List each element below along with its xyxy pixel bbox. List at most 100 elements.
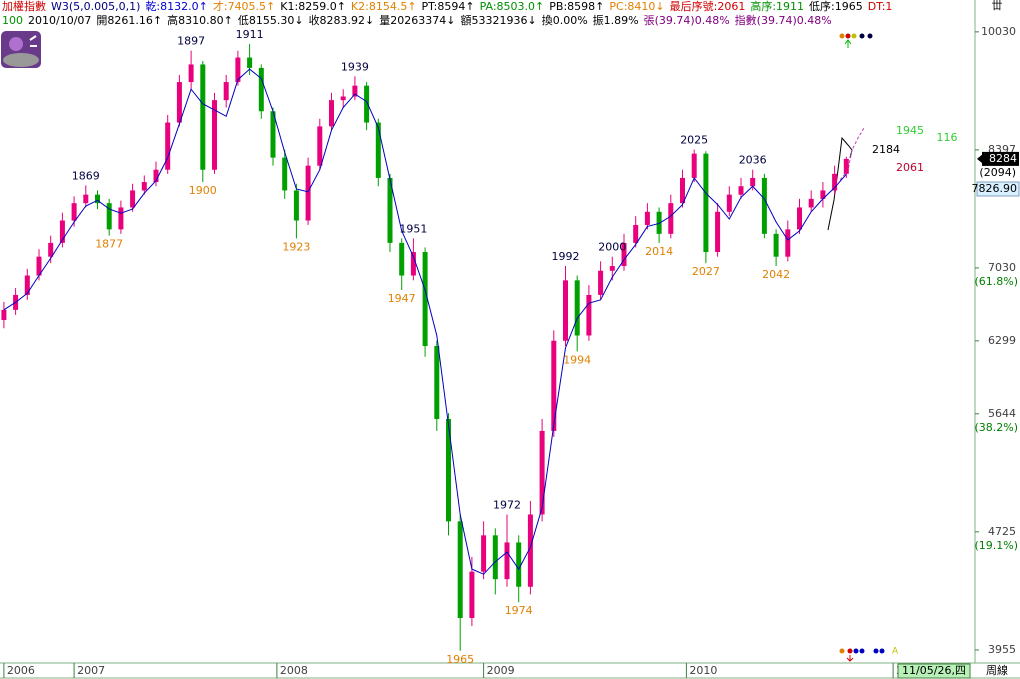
candle-body — [446, 418, 451, 522]
header-line: 加權指數 W3(5,0.005,0,1) 乾:8132.0↑ 才:7405.5↑ K1:… — [2, 0, 892, 13]
svg-text:A: A — [892, 647, 899, 657]
candle-body — [551, 340, 557, 431]
candle-body — [71, 203, 77, 221]
projection-label: 2184 — [872, 143, 900, 156]
candle-body — [527, 514, 533, 587]
candle-body — [305, 165, 311, 221]
side-text: (2094) — [979, 166, 1016, 179]
swing-label: 1974 — [505, 604, 533, 617]
date-label: 11/05/26,四 — [902, 664, 966, 677]
candle-body — [212, 100, 217, 170]
header-item: 高8310.80↑ — [167, 13, 233, 27]
candle-body — [598, 270, 604, 295]
projection-dashed — [839, 127, 865, 181]
candle-body — [364, 85, 370, 123]
candle-body — [270, 111, 276, 158]
swing-label: 1877 — [95, 238, 123, 251]
swing-label: 2014 — [645, 245, 673, 258]
candle-body — [656, 211, 662, 234]
period-label: 周線 — [986, 663, 1008, 677]
header-item: 張(39.74)0.48% — [644, 14, 730, 27]
candle-body — [422, 252, 428, 347]
swing-label: 2042 — [762, 268, 790, 281]
candle-body — [153, 169, 159, 183]
swing-label: 1939 — [341, 60, 369, 73]
side-text: 7826.90 — [972, 182, 1018, 195]
candle-body — [375, 122, 381, 178]
candle-body — [680, 177, 685, 204]
swing-label: 1869 — [72, 169, 100, 182]
y-tick-label: 7030 — [988, 261, 1016, 274]
candle-body — [48, 242, 54, 257]
candle-body — [258, 67, 264, 112]
projection-line — [827, 136, 853, 231]
swing-label: 1965 — [446, 653, 474, 666]
header-item: 高序:1911 — [750, 0, 804, 13]
projection-label: 2061 — [896, 161, 924, 174]
swing-label: 1992 — [552, 250, 580, 263]
candle-body — [703, 153, 709, 253]
header-item: 才:7405.5↑ — [213, 0, 275, 13]
header-item: 收8283.92↓ — [309, 13, 375, 27]
x-tick-label: 2009 — [487, 664, 515, 677]
fib-label: (61.8%) — [974, 275, 1018, 288]
projection-label: 116 — [937, 131, 958, 144]
candle-body — [1, 309, 7, 320]
fib-label: (19.1%) — [974, 539, 1018, 552]
candle-body — [95, 194, 100, 204]
swing-label: 1923 — [282, 240, 310, 253]
candle-body — [750, 177, 756, 187]
header-item: PC:8410↓ — [609, 0, 664, 13]
candle-body — [691, 153, 697, 178]
candle-body — [668, 203, 674, 234]
candle-body — [247, 57, 253, 68]
fib-label: (38.2%) — [974, 421, 1018, 434]
candle-body — [24, 275, 30, 295]
header-item: PA:8503.0↑ — [480, 0, 545, 13]
header-item: K1:8259.0↑ — [280, 0, 346, 13]
header-item: PT:8594↑ — [422, 0, 475, 13]
candle-body — [539, 430, 545, 515]
header-item: 2010/10/07 — [28, 14, 91, 27]
candle-body — [469, 571, 475, 619]
y-tick-label: 10030 — [981, 25, 1016, 38]
header-line: 100 2010/10/07 開8261.16↑ 高8310.80↑ 低8155.30↓… — [2, 13, 832, 27]
candle-body — [410, 252, 416, 276]
header-item: DT:1 — [868, 0, 893, 13]
header-item: 量20263374↓ — [379, 14, 455, 27]
candle-body — [504, 542, 510, 580]
candle-body — [832, 173, 838, 191]
moving-average — [3, 68, 847, 575]
price-arrow — [977, 153, 983, 164]
candle-body — [563, 280, 568, 341]
signal-dots: A — [839, 33, 899, 662]
side-box — [976, 181, 1020, 197]
logo-icon — [1, 31, 41, 68]
swing-label: 1972 — [493, 498, 521, 511]
candle-body — [785, 229, 791, 257]
x-tick-label: 2006 — [7, 664, 35, 677]
header-item: 低8155.30↓ — [238, 14, 304, 27]
header-item: 乾:8132.0↑ — [145, 0, 207, 13]
candle-body — [83, 194, 89, 204]
candle-body — [843, 158, 849, 174]
swing-label: 2027 — [692, 265, 720, 278]
candle-body — [223, 82, 229, 101]
candle-body — [738, 186, 744, 195]
candle-body — [621, 242, 627, 267]
candle-body — [352, 85, 358, 97]
projection-label: 1945 — [896, 124, 924, 137]
candle-body — [141, 182, 147, 191]
candle-body — [340, 96, 346, 101]
candle-body — [387, 177, 393, 243]
price-tag — [982, 151, 1019, 166]
candle-body — [820, 190, 826, 199]
header-item: W3(5,0.005,0,1) — [51, 0, 140, 13]
candle-body — [633, 224, 639, 243]
x-tick-label: 2010 — [689, 664, 717, 677]
candle-body — [644, 211, 650, 225]
header-item: 加權指數 — [2, 0, 46, 13]
swing-label: 2036 — [739, 154, 767, 167]
